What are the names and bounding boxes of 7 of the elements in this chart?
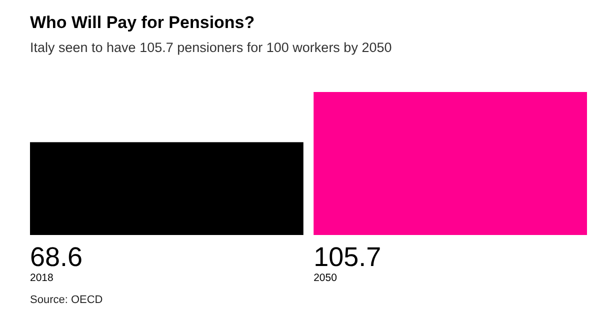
chart-subtitle: Italy seen to have 105.7 pensioners for 100 workers by 2050 [30, 40, 392, 55]
data-label: 105.7 [314, 242, 382, 272]
x-tick-label: 2050 [314, 272, 338, 284]
source-note: Source: OECD [30, 294, 103, 306]
x-tick-label: 2018 [30, 272, 54, 284]
data-label: 68.6 [30, 242, 83, 272]
chart-title: Who Will Pay for Pensions? [30, 13, 255, 32]
